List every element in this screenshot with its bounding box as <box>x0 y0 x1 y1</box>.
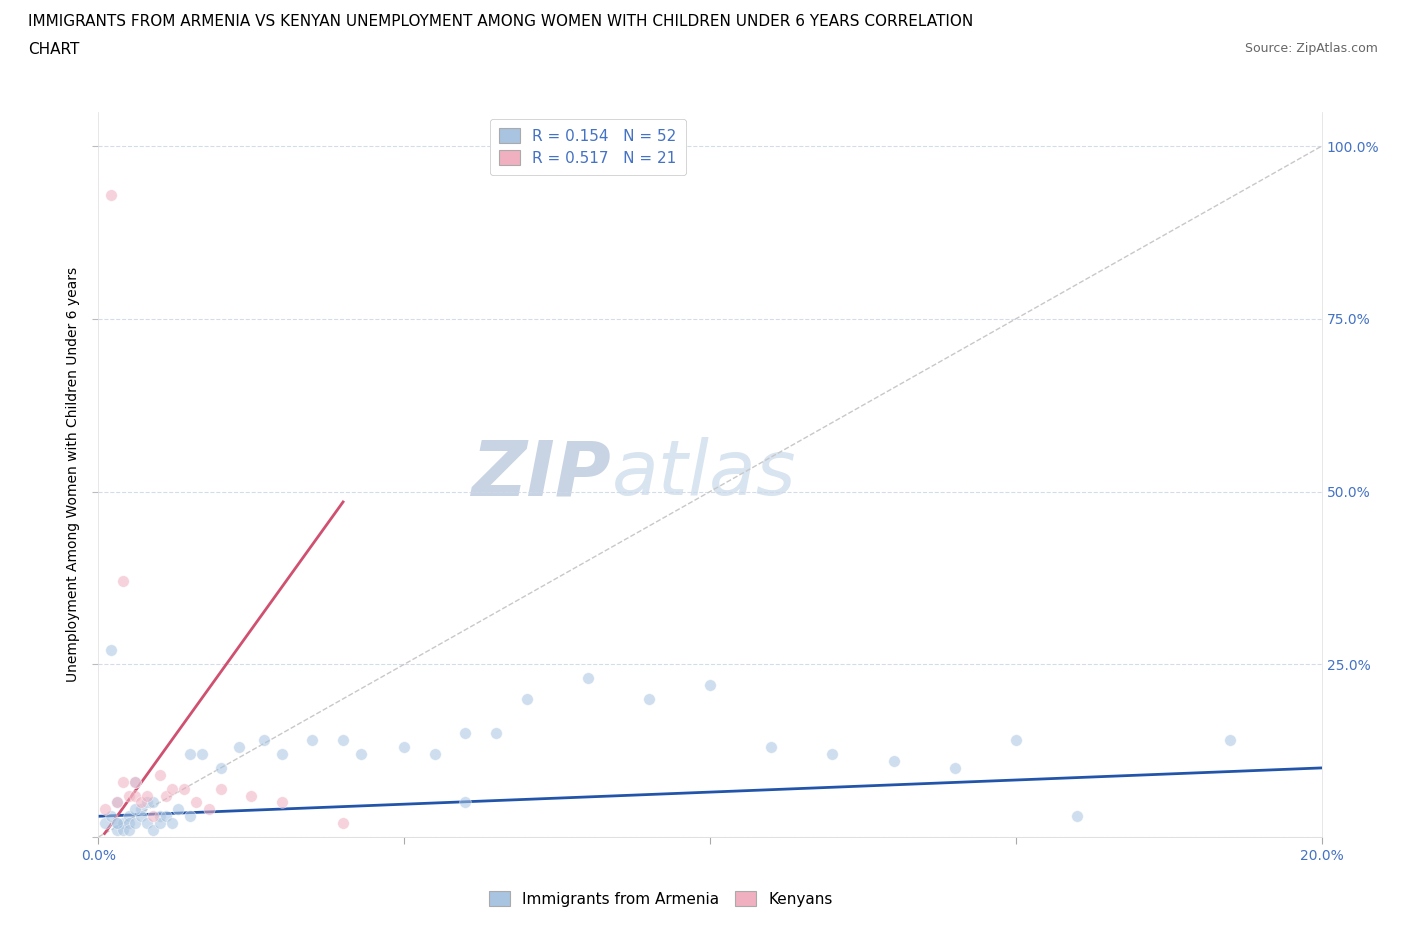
Point <box>129 809 152 824</box>
Point <box>136 816 159 830</box>
Point <box>167 802 190 817</box>
Point <box>142 809 165 824</box>
Point <box>1004 733 1026 748</box>
Point <box>270 795 292 810</box>
Point <box>100 187 122 202</box>
Point <box>270 747 292 762</box>
Point <box>173 781 195 796</box>
Point <box>209 761 232 776</box>
Point <box>759 739 782 754</box>
Point <box>485 726 508 741</box>
Point <box>118 809 141 824</box>
Text: ZIP: ZIP <box>472 437 612 512</box>
Point <box>136 795 159 810</box>
Point <box>332 816 354 830</box>
Point <box>821 747 844 762</box>
Point <box>149 767 172 782</box>
Point <box>93 816 115 830</box>
Point <box>149 816 172 830</box>
Point <box>105 816 128 830</box>
Point <box>197 802 219 817</box>
Point <box>142 823 165 838</box>
Point <box>129 802 152 817</box>
Point <box>423 747 446 762</box>
Y-axis label: Unemployment Among Women with Children Under 6 years: Unemployment Among Women with Children U… <box>66 267 80 682</box>
Point <box>142 795 165 810</box>
Legend: Immigrants from Armenia, Kenyans: Immigrants from Armenia, Kenyans <box>482 885 839 913</box>
Point <box>160 816 183 830</box>
Point <box>454 795 477 810</box>
Point <box>576 671 599 685</box>
Point <box>186 795 208 810</box>
Point <box>129 795 152 810</box>
Point <box>111 823 134 838</box>
Point <box>118 816 141 830</box>
Point <box>93 802 115 817</box>
Point <box>332 733 354 748</box>
Point <box>124 816 146 830</box>
Point <box>149 809 172 824</box>
Point <box>301 733 323 748</box>
Point <box>111 775 134 790</box>
Point <box>228 739 250 754</box>
Text: CHART: CHART <box>28 42 80 57</box>
Point <box>1066 809 1088 824</box>
Point <box>392 739 416 754</box>
Point <box>943 761 966 776</box>
Point <box>240 788 263 803</box>
Point <box>100 809 122 824</box>
Point <box>699 678 721 693</box>
Point <box>191 747 214 762</box>
Point <box>111 816 134 830</box>
Point <box>209 781 232 796</box>
Point <box>124 802 146 817</box>
Point <box>155 788 177 803</box>
Point <box>155 809 177 824</box>
Text: IMMIGRANTS FROM ARMENIA VS KENYAN UNEMPLOYMENT AMONG WOMEN WITH CHILDREN UNDER 6: IMMIGRANTS FROM ARMENIA VS KENYAN UNEMPL… <box>28 14 973 29</box>
Point <box>516 691 538 706</box>
Legend: R = 0.154   N = 52, R = 0.517   N = 21: R = 0.154 N = 52, R = 0.517 N = 21 <box>489 119 686 175</box>
Point <box>637 691 661 706</box>
Point <box>100 643 122 658</box>
Point <box>350 747 373 762</box>
Text: atlas: atlas <box>612 437 797 512</box>
Point <box>124 775 146 790</box>
Point <box>118 788 141 803</box>
Point <box>111 574 134 589</box>
Point <box>105 795 128 810</box>
Point <box>179 809 201 824</box>
Point <box>124 775 146 790</box>
Point <box>179 747 201 762</box>
Point <box>883 753 905 768</box>
Point <box>105 816 128 830</box>
Point <box>1219 733 1241 748</box>
Point <box>105 795 128 810</box>
Text: Source: ZipAtlas.com: Source: ZipAtlas.com <box>1244 42 1378 55</box>
Point <box>136 788 159 803</box>
Point <box>124 788 146 803</box>
Point <box>454 726 477 741</box>
Point <box>252 733 274 748</box>
Point <box>105 823 128 838</box>
Point <box>160 781 183 796</box>
Point <box>118 823 141 838</box>
